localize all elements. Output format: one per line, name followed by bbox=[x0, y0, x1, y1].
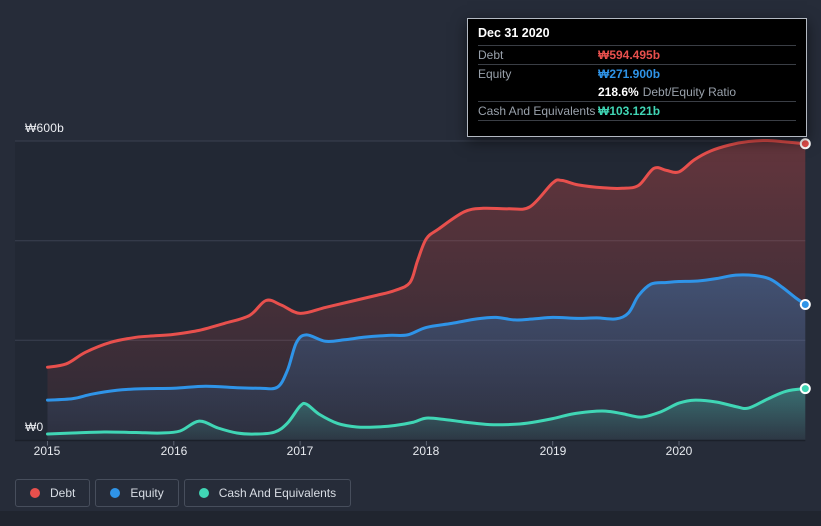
debt-dot-icon bbox=[30, 488, 40, 498]
legend-equity-label: Equity bbox=[130, 486, 164, 500]
tooltip-row-ratio: 218.6% Debt/Equity Ratio bbox=[478, 83, 796, 101]
legend-item-equity[interactable]: Equity bbox=[95, 479, 179, 507]
equity-dot-icon bbox=[110, 488, 121, 498]
line-debt bbox=[46, 138, 807, 369]
tooltip-ratio-label: Debt/Equity Ratio bbox=[642, 85, 737, 99]
tooltip-equity-label: Equity bbox=[478, 67, 512, 81]
end-marker-debt bbox=[799, 138, 811, 150]
chart-legend: Debt Equity Cash And Equivalents bbox=[15, 479, 352, 507]
line-cash-and-equivalents bbox=[46, 387, 807, 436]
area-cash-and-equivalents bbox=[47, 388, 806, 440]
tooltip-cash-label: Cash And Equivalents bbox=[478, 104, 596, 118]
y-axis-label-0: ₩0 bbox=[25, 420, 44, 434]
tooltip-ratio-value: 218.6% bbox=[598, 85, 639, 99]
tooltip-row-cash: Cash And Equivalents ₩103.121b bbox=[478, 101, 796, 121]
x-axis-label-2016: 2016 bbox=[160, 444, 188, 458]
tooltip-date: Dec 31 2020 bbox=[478, 26, 550, 40]
legend-cash-label: Cash And Equivalents bbox=[218, 486, 337, 500]
tooltip-row-debt: Debt ₩594.495b bbox=[478, 45, 796, 64]
tooltip-debt-label: Debt bbox=[478, 48, 504, 62]
x-axis-label-2017: 2017 bbox=[286, 444, 314, 458]
tooltip-row-equity: Equity ₩271.900b bbox=[478, 64, 796, 83]
y-axis-label-600b: ₩600b bbox=[25, 121, 65, 135]
cash-dot-icon bbox=[198, 488, 209, 498]
bottom-bar bbox=[0, 511, 821, 526]
legend-debt-label: Debt bbox=[50, 486, 76, 500]
chart-tooltip: Dec 31 2020 Debt ₩594.495b Equity ₩271.9… bbox=[467, 18, 807, 137]
legend-item-cash[interactable]: Cash And Equivalents bbox=[183, 479, 352, 507]
end-marker-equity bbox=[799, 299, 811, 310]
line-equity bbox=[46, 273, 807, 402]
tooltip-ratio: 218.6% Debt/Equity Ratio bbox=[598, 85, 736, 99]
x-axis-label-2018: 2018 bbox=[412, 444, 440, 458]
x-axis-label-2015: 2015 bbox=[33, 444, 61, 458]
end-marker-cash-and-equivalents bbox=[799, 383, 811, 395]
area-equity bbox=[47, 274, 806, 440]
tooltip-equity-value: ₩271.900b bbox=[598, 67, 661, 81]
legend-item-debt[interactable]: Debt bbox=[15, 479, 91, 507]
tooltip-cash-value: ₩103.121b bbox=[598, 104, 661, 118]
x-axis-label-2019: 2019 bbox=[539, 444, 567, 458]
x-axis-label-2020: 2020 bbox=[665, 444, 693, 458]
tooltip-debt-value: ₩594.495b bbox=[598, 48, 661, 62]
